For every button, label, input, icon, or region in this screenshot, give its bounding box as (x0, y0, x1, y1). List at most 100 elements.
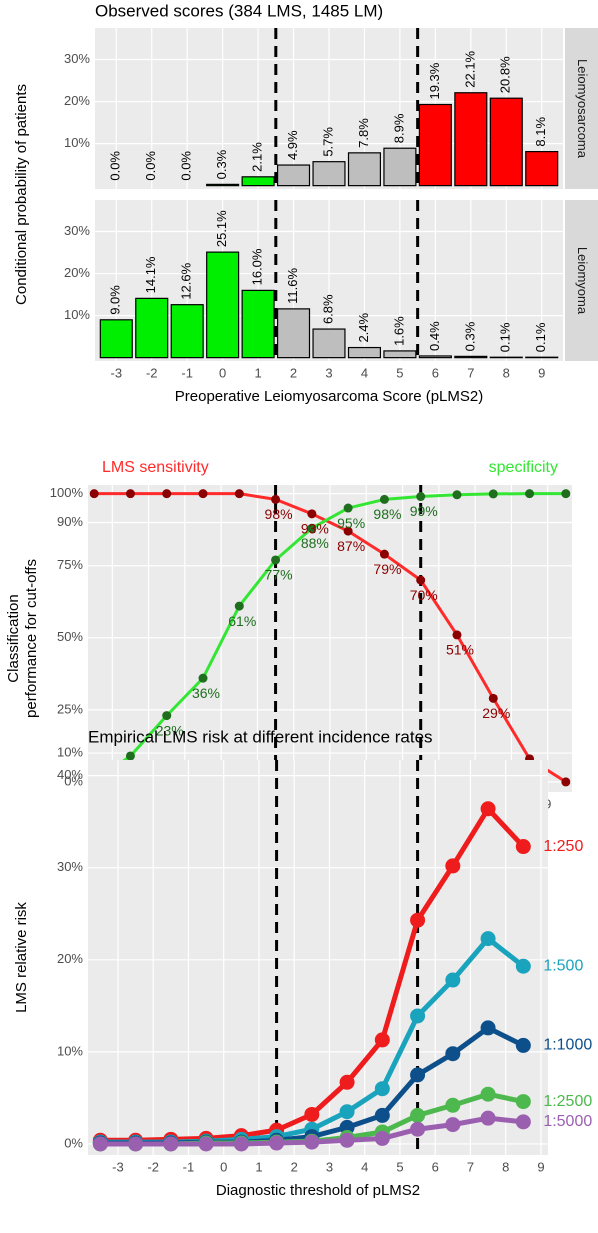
x-tick-label: -1 (183, 1159, 195, 1174)
data-point (307, 509, 317, 519)
data-point (480, 801, 496, 817)
data-point (515, 958, 531, 974)
bar (489, 97, 523, 187)
data-point (92, 1136, 108, 1152)
data-point (125, 751, 135, 761)
facet-label: Leiomyosarcoma (575, 59, 590, 159)
data-point (416, 492, 426, 502)
value-label: 2.4% (356, 312, 371, 342)
value-label: 1.6% (391, 316, 406, 346)
data-point (233, 1136, 249, 1152)
data-point (488, 489, 498, 499)
value-label: 29% (482, 705, 510, 721)
data-point (198, 673, 208, 683)
value-label: 98% (265, 506, 293, 522)
data-point (379, 494, 389, 504)
data-point (304, 1134, 320, 1150)
data-point (339, 1132, 355, 1148)
y-tick-label: 30% (64, 51, 90, 66)
facet-label: Leiomyoma (575, 247, 590, 315)
y-tick-label: 0% (64, 773, 83, 788)
data-point (445, 1117, 461, 1133)
data-point (445, 1097, 461, 1113)
data-point (307, 523, 317, 533)
series-line (93, 492, 566, 784)
data-point (339, 1104, 355, 1120)
x-tick-label: 3 (325, 365, 332, 380)
value-label: 0.0% (143, 151, 158, 181)
data-point (410, 912, 426, 928)
x-tick-label: 0 (219, 365, 226, 380)
value-label: 87% (337, 538, 365, 554)
value-label: 12.6% (179, 262, 194, 299)
x-tick-label: 8 (502, 1159, 509, 1174)
bar (170, 304, 204, 359)
value-label: 11.6% (285, 268, 300, 304)
data-point (339, 1074, 355, 1090)
x-tick-label: -2 (147, 1159, 159, 1174)
bar (99, 319, 133, 359)
bar (276, 164, 311, 187)
y-tick-label: 10% (57, 1043, 83, 1058)
data-point (480, 931, 496, 947)
series-label: 1:500 (543, 957, 583, 974)
y-tick-label: 40% (57, 767, 83, 782)
data-point (163, 1136, 179, 1152)
bar (312, 328, 346, 359)
value-label: 99% (410, 503, 438, 519)
data-point (89, 489, 99, 499)
bar (525, 150, 559, 187)
data-point (410, 1067, 426, 1083)
x-tick-label: 6 (432, 365, 439, 380)
bar (454, 92, 488, 187)
data-point (128, 1136, 144, 1152)
y-axis-title: Conditional probability of patients (13, 84, 30, 305)
data-point (374, 1081, 390, 1097)
value-label: 8.9% (391, 113, 406, 143)
x-tick-label: -1 (181, 365, 193, 380)
y-tick-label: 25% (57, 701, 83, 716)
value-label: 93% (301, 521, 329, 537)
legend-label: specificity (489, 459, 558, 476)
data-point (452, 630, 462, 640)
y-tick-label: 10% (64, 135, 90, 150)
y-tick-label: 20% (57, 951, 83, 966)
y-axis-title: Classification (5, 594, 22, 682)
series-label: 1:2500 (543, 1093, 592, 1110)
bar (418, 355, 452, 359)
value-label: 0.0% (108, 151, 123, 181)
x-tick-label: 7 (467, 1159, 474, 1174)
series-line (94, 492, 567, 784)
value-label: 36% (192, 685, 220, 701)
data-point (271, 555, 281, 565)
data-point (198, 489, 208, 499)
x-tick-label: -2 (146, 365, 158, 380)
value-label: 0.1% (498, 322, 513, 352)
bar (241, 176, 275, 187)
data-point (234, 601, 244, 611)
data-point (480, 1110, 496, 1126)
x-tick-label: 9 (538, 365, 545, 380)
data-point (162, 711, 172, 721)
series-label: 1:1000 (543, 1037, 592, 1054)
y-tick-label: 30% (57, 859, 83, 874)
value-label: 77% (265, 567, 293, 583)
x-tick-label: 6 (432, 1159, 439, 1174)
x-tick-label: 9 (537, 1159, 544, 1174)
data-point (515, 1037, 531, 1053)
bar (454, 355, 488, 359)
facet-strip (565, 200, 598, 361)
value-label: 4.9% (285, 130, 300, 160)
bar (383, 147, 417, 187)
data-point (445, 858, 461, 874)
value-label: 14.1% (143, 256, 158, 293)
value-label: 70% (410, 587, 438, 603)
data-point (125, 489, 135, 499)
y-tick-label: 90% (57, 514, 83, 529)
data-point (515, 1114, 531, 1130)
value-label: 7.8% (356, 118, 371, 148)
bar (383, 350, 417, 359)
value-label: 0.3% (462, 321, 477, 351)
